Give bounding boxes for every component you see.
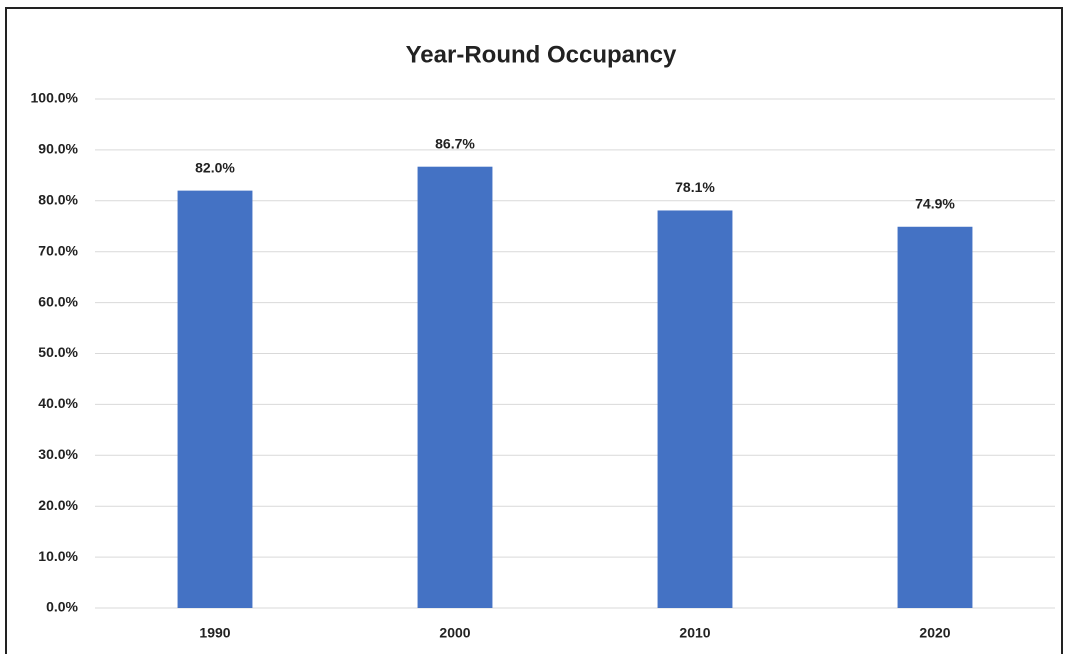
y-tick-label: 90.0%	[38, 141, 78, 157]
bar	[657, 210, 733, 608]
data-label: 74.9%	[915, 195, 955, 211]
y-tick-label: 40.0%	[38, 395, 78, 411]
y-tick-label: 60.0%	[38, 293, 78, 309]
y-tick-label: 70.0%	[38, 242, 78, 258]
bar	[177, 190, 253, 608]
x-tick-label: 2020	[919, 625, 950, 641]
bar	[897, 226, 973, 608]
y-tick-label: 30.0%	[38, 446, 78, 462]
y-tick-label: 20.0%	[38, 497, 78, 513]
x-tick-label: 2010	[679, 625, 710, 641]
y-tick-label: 50.0%	[38, 344, 78, 360]
y-tick-label: 80.0%	[38, 192, 78, 208]
x-tick-label: 1990	[199, 625, 230, 641]
bar	[417, 166, 493, 608]
x-tick-label: 2000	[439, 625, 470, 641]
y-tick-label: 0.0%	[46, 599, 78, 615]
data-label: 78.1%	[675, 179, 715, 195]
y-tick-label: 10.0%	[38, 548, 78, 564]
chart-border	[5, 7, 1063, 654]
y-tick-label: 100.0%	[31, 90, 79, 106]
data-label: 82.0%	[195, 159, 235, 175]
data-label: 86.7%	[435, 135, 475, 151]
chart-title: Year-Round Occupancy	[406, 41, 677, 68]
